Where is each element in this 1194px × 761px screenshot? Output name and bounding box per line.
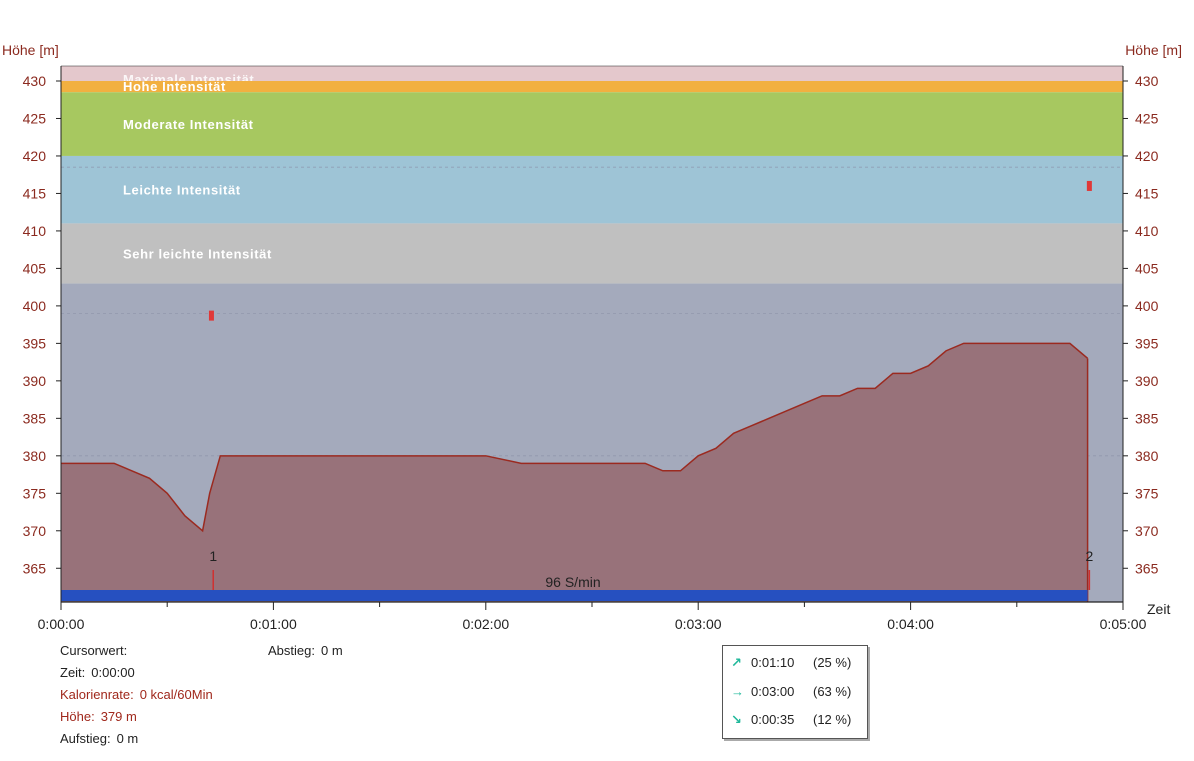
cursor-ascent-value: 0 m [116,731,139,746]
highlight-point [208,310,214,321]
cursor-calories-label: Kalorienrate: [60,687,134,702]
y-tick-label-left: 425 [23,110,47,126]
highlight-point [1086,180,1092,191]
axis-labels: 365 365 370 370 375 375 380 380 385 385 390 390 395 3… [2,42,1182,632]
cursor-time-value: 0:00:00 [91,665,135,680]
cursor-time: Zeit: 0:00:00 [60,665,135,680]
elevation-series [61,342,1089,602]
cursor-descent: Abstieg: 0 m [268,643,343,658]
y-tick-label-right: 410 [1135,223,1159,239]
y-tick-label-left: 375 [23,485,47,501]
zone-band [61,92,1123,156]
y-tick-label-left: 385 [23,410,47,426]
y-tick-label-right: 390 [1135,373,1159,389]
y-tick-label-right: 420 [1135,148,1159,164]
elevation-stats-box: ↗ 0:01:10 (25 %) → 0:03:00 (63 %) ↘ 0:00:35 (1… [722,645,868,739]
stat-row-descent: ↘ 0:00:35 (12 %) [731,712,851,728]
y-tick-label-right: 425 [1135,110,1159,126]
cursor-title: Cursorwert: [60,643,128,658]
y-tick-label-right: 415 [1135,185,1159,201]
y-tick-label-right: 405 [1135,260,1159,276]
x-tick-label: 0:05:00 [1100,616,1147,632]
x-tick-label: 0:03:00 [675,616,722,632]
y-tick-label-left: 420 [23,148,47,164]
cadence-band [61,590,1088,601]
stat-percent: (25 %) [813,655,852,670]
cursor-time-label: Zeit: [60,665,86,680]
y-tick-label-left: 395 [23,335,47,351]
zone-band [61,66,1123,81]
zone-label: Leichte Intensität [123,183,241,198]
y-tick-label-left: 405 [23,260,47,276]
y-tick-label-right: 385 [1135,410,1159,426]
y-tick-label-left: 370 [23,523,47,539]
elevation-area [61,343,1088,602]
arrow-down-right-icon: ↘ [731,712,742,727]
arrow-right-icon: → [731,684,744,699]
y-tick-label-right: 380 [1135,448,1159,464]
cadence-label: 96 S/min [545,574,600,590]
stat-row-ascent: ↗ 0:01:10 (25 %) [731,655,851,671]
stat-percent: (12 %) [813,712,852,727]
y-tick-label-right: 375 [1135,485,1159,501]
stat-time: 0:01:10 [751,655,795,670]
lap-marker-label: 2 [1085,548,1093,564]
stat-time: 0:00:35 [751,712,795,727]
zone-label: Sehr leichte Intensität [123,246,272,261]
cursor-ascent: Aufstieg: 0 m [60,731,138,746]
y-tick-label-left: 380 [23,448,47,464]
cursor-descent-label: Abstieg: [268,643,315,658]
cursor-calories: Kalorienrate: 0 kcal/60Min [60,687,213,702]
lap-marker-label: 1 [209,548,217,564]
stat-percent: (63 %) [813,684,852,699]
y-axis-title-left: Höhe [m] [2,42,59,58]
x-tick-label: 0:02:00 [462,616,509,632]
y-tick-label-right: 395 [1135,335,1159,351]
y-tick-label-left: 410 [23,223,47,239]
y-tick-label-right: 370 [1135,523,1159,539]
y-tick-label-right: 365 [1135,560,1159,576]
y-tick-label-left: 430 [23,73,47,89]
x-tick-label: 0:00:00 [38,616,85,632]
cursor-ascent-label: Aufstieg: [60,731,111,746]
y-axis-title-right: Höhe [m] [1125,42,1182,58]
zone-label: Moderate Intensität [123,117,254,132]
y-tick-label-left: 400 [23,298,47,314]
zone-band [61,80,1123,93]
cursor-elevation-label: Höhe: [60,709,95,724]
axes [56,65,1128,610]
elevation-line [61,342,1089,533]
cursor-elevation: Höhe: 379 m [60,709,137,724]
cursor-calories-value: 0 kcal/60Min [139,687,213,702]
cursor-elevation-value: 379 m [100,709,137,724]
zone-band [61,223,1123,284]
y-tick-label-right: 430 [1135,73,1159,89]
x-axis-title: Zeit [1147,601,1170,617]
arrow-up-right-icon: ↗ [731,655,742,670]
zone-label: Hohe Intensität [123,79,226,94]
y-tick-label-right: 400 [1135,298,1159,314]
cadence-bar: 96 S/min [61,574,1088,601]
y-tick-label-left: 365 [23,560,47,576]
cursor-descent-value: 0 m [320,643,343,658]
y-tick-label-left: 390 [23,373,47,389]
stat-time: 0:03:00 [751,684,795,699]
stat-row-flat: → 0:03:00 (63 %) [731,684,851,699]
x-tick-label: 0:04:00 [887,616,934,632]
x-tick-label: 0:01:00 [250,616,297,632]
y-tick-label-left: 415 [23,185,47,201]
